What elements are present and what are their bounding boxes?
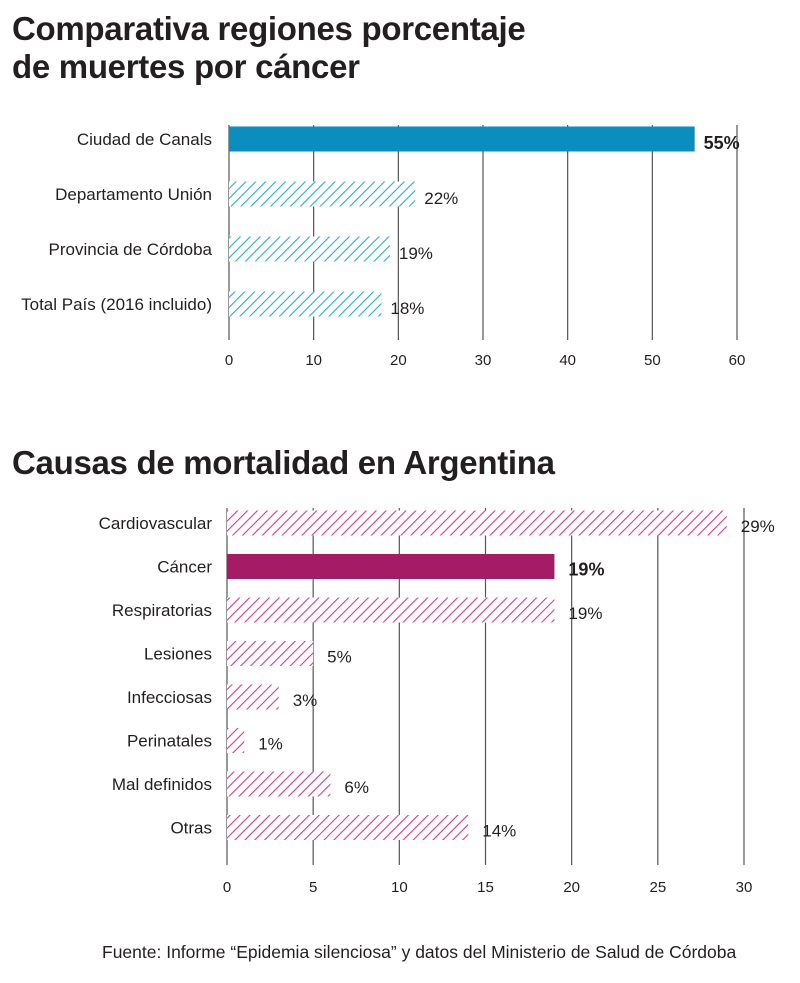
value-label: 14%	[482, 822, 516, 841]
chart-1-title: Comparativa regiones porcentaje de muert…	[12, 10, 526, 85]
category-label: Departamento Unión	[55, 185, 212, 204]
tick-label: 25	[649, 879, 666, 896]
value-label: 6%	[344, 778, 369, 797]
category-label: Cáncer	[157, 558, 212, 577]
chart-2-mortality-causes: Cardiovascular 29% Cáncer 19% Respiratorias 1…	[99, 508, 775, 896]
category-label: Lesiones	[144, 645, 212, 664]
bar	[227, 641, 314, 666]
category-label: Cardiovascular	[99, 514, 213, 533]
value-label: 19%	[399, 244, 433, 263]
value-label: 22%	[424, 189, 458, 208]
tick-label: 15	[477, 879, 494, 896]
tick-label: 50	[644, 352, 661, 369]
value-label: 19%	[568, 604, 602, 623]
tick-label: 30	[736, 879, 753, 896]
tick-label: 10	[305, 352, 322, 369]
bar	[227, 815, 469, 840]
value-label: 19%	[568, 560, 604, 580]
bar	[227, 554, 555, 579]
category-label: Total País (2016 incluido)	[21, 295, 212, 314]
tick-label: 40	[559, 352, 576, 369]
source-note: Fuente: Informe “Epidemia silenciosa” y …	[102, 942, 737, 962]
tick-label: 30	[475, 352, 492, 369]
bar	[227, 771, 331, 797]
category-label: Respiratorias	[112, 601, 212, 620]
value-label: 5%	[327, 648, 352, 667]
category-label: Ciudad de Canals	[77, 130, 212, 149]
value-label: 1%	[258, 735, 283, 754]
tick-label: 10	[391, 879, 408, 896]
category-label: Perinatales	[127, 732, 212, 751]
chart-2-title: Causas de mortalidad en Argentina	[12, 444, 555, 481]
value-label: 3%	[293, 691, 318, 710]
tick-label: 20	[563, 879, 580, 896]
bar	[229, 291, 382, 317]
value-label: 55%	[704, 133, 740, 153]
category-label: Mal definidos	[112, 775, 212, 794]
value-label: 18%	[390, 299, 424, 318]
tick-label: 0	[225, 352, 233, 369]
category-label: Infecciosas	[127, 688, 212, 707]
value-label: 29%	[741, 517, 775, 536]
tick-label: 5	[309, 879, 317, 896]
tick-label: 60	[729, 352, 746, 369]
category-label: Otras	[170, 819, 212, 838]
bar	[227, 728, 245, 753]
tick-label: 20	[390, 352, 407, 369]
bar	[227, 684, 279, 710]
bar	[229, 236, 390, 262]
tick-label: 0	[223, 879, 231, 896]
bar	[229, 126, 695, 152]
chart-1-regions-cancer: Ciudad de Canals 55% Departamento Unión 22%…	[21, 125, 746, 369]
bar	[227, 510, 727, 536]
bar	[227, 597, 555, 623]
category-label: Provincia de Córdoba	[49, 240, 213, 259]
bar	[229, 181, 416, 207]
